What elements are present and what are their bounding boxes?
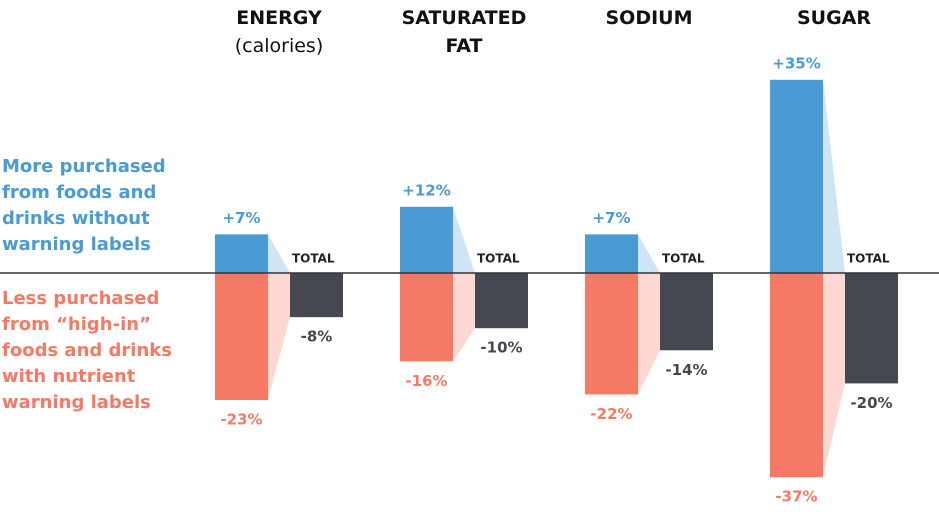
bar-decrease (585, 273, 638, 395)
value-label: -23% (220, 410, 262, 428)
legend-decrease: Less purchased from “high-in” foods and … (2, 288, 172, 413)
value-label: -20% (850, 394, 892, 412)
category-label: SODIUM (569, 4, 729, 32)
category-label: SUGAR (754, 4, 914, 32)
category-note: (calories) (234, 35, 324, 57)
value-label: -14% (665, 361, 707, 379)
total-label: TOTAL (847, 252, 890, 266)
category-label: SATURATED FAT (384, 4, 544, 60)
total-label: TOTAL (477, 252, 520, 266)
connector (638, 234, 660, 273)
connector (823, 79, 845, 273)
category-name: SODIUM (605, 7, 693, 29)
bar-total (290, 273, 343, 318)
connector (823, 273, 845, 478)
total-label: TOTAL (662, 252, 705, 266)
category-label: ENERGY (calories) (199, 4, 359, 60)
bar-total (660, 273, 713, 351)
bar-increase (215, 234, 268, 273)
bar-increase (400, 206, 453, 273)
bar-total (475, 273, 528, 329)
value-label: -10% (480, 339, 522, 357)
total-label: TOTAL (292, 252, 335, 266)
category-name: SATURATED FAT (401, 7, 527, 57)
bar-decrease (215, 273, 268, 400)
value-label: -8% (301, 328, 333, 346)
category-name: SUGAR (796, 7, 872, 29)
value-label: -37% (775, 488, 817, 506)
connector (453, 273, 475, 362)
connector (453, 206, 475, 273)
value-label: +35% (772, 54, 820, 72)
bar-increase (585, 234, 638, 273)
bar-total (845, 273, 898, 384)
bar-increase (770, 79, 823, 273)
value-label: -16% (405, 372, 447, 390)
connector (268, 273, 290, 400)
value-label: -22% (590, 405, 632, 423)
bar-decrease (770, 273, 823, 478)
bar-decrease (400, 273, 453, 362)
value-label: +7% (592, 209, 630, 227)
connector (638, 273, 660, 395)
connector (268, 234, 290, 273)
value-label: +7% (222, 209, 260, 227)
category-name: ENERGY (236, 7, 322, 29)
value-label: +12% (402, 181, 450, 199)
legend-increase: More purchased from foods and drinks wit… (2, 156, 166, 255)
